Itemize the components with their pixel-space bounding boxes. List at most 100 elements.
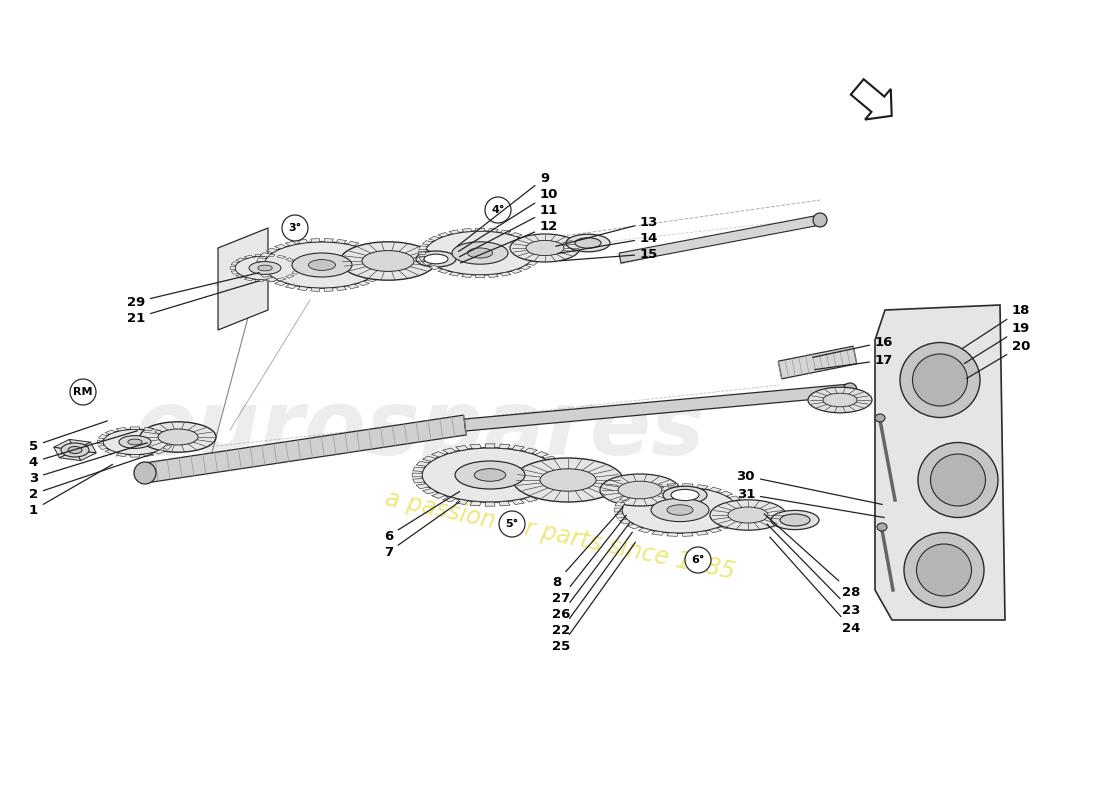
Polygon shape bbox=[627, 524, 640, 529]
Text: 12: 12 bbox=[461, 219, 558, 263]
Ellipse shape bbox=[918, 442, 998, 518]
Polygon shape bbox=[682, 533, 693, 536]
Polygon shape bbox=[231, 271, 239, 274]
Polygon shape bbox=[256, 263, 264, 266]
Polygon shape bbox=[97, 440, 103, 444]
Polygon shape bbox=[738, 508, 746, 512]
Polygon shape bbox=[104, 430, 116, 434]
Polygon shape bbox=[524, 497, 538, 502]
Ellipse shape bbox=[823, 393, 857, 406]
Polygon shape bbox=[267, 279, 275, 282]
Text: 28: 28 bbox=[764, 514, 860, 598]
Polygon shape bbox=[117, 427, 126, 431]
Ellipse shape bbox=[540, 469, 596, 491]
Polygon shape bbox=[449, 230, 460, 234]
Polygon shape bbox=[98, 446, 107, 450]
Polygon shape bbox=[455, 446, 468, 450]
Text: 23: 23 bbox=[767, 524, 860, 617]
Polygon shape bbox=[256, 258, 266, 262]
Text: eurospares: eurospares bbox=[134, 386, 705, 474]
Ellipse shape bbox=[728, 507, 768, 523]
Ellipse shape bbox=[904, 533, 984, 607]
Polygon shape bbox=[696, 531, 708, 535]
Polygon shape bbox=[710, 528, 722, 533]
Polygon shape bbox=[373, 253, 384, 257]
Text: 7: 7 bbox=[384, 502, 460, 558]
Polygon shape bbox=[528, 241, 538, 245]
Polygon shape bbox=[532, 256, 541, 260]
Ellipse shape bbox=[621, 486, 738, 533]
Polygon shape bbox=[710, 487, 722, 492]
Ellipse shape bbox=[808, 387, 872, 413]
Polygon shape bbox=[277, 255, 286, 258]
Circle shape bbox=[485, 197, 512, 223]
Ellipse shape bbox=[128, 439, 142, 445]
Polygon shape bbox=[524, 448, 538, 454]
Polygon shape bbox=[75, 442, 97, 453]
Polygon shape bbox=[255, 254, 263, 257]
Ellipse shape bbox=[513, 458, 623, 502]
Polygon shape bbox=[429, 266, 440, 270]
Polygon shape bbox=[442, 448, 455, 454]
Ellipse shape bbox=[468, 248, 493, 258]
Polygon shape bbox=[416, 484, 429, 489]
Text: 15: 15 bbox=[560, 247, 658, 261]
Polygon shape bbox=[412, 473, 422, 477]
Polygon shape bbox=[551, 484, 564, 489]
Polygon shape bbox=[218, 228, 268, 330]
Polygon shape bbox=[438, 233, 449, 237]
Polygon shape bbox=[470, 444, 481, 449]
Polygon shape bbox=[310, 288, 320, 291]
Polygon shape bbox=[512, 233, 522, 237]
Polygon shape bbox=[418, 251, 425, 255]
Ellipse shape bbox=[60, 443, 89, 457]
Polygon shape bbox=[416, 462, 429, 466]
Polygon shape bbox=[652, 485, 663, 489]
Polygon shape bbox=[358, 244, 370, 249]
Polygon shape bbox=[500, 230, 510, 234]
Polygon shape bbox=[310, 238, 320, 242]
Ellipse shape bbox=[618, 481, 662, 499]
Ellipse shape bbox=[158, 429, 198, 445]
Polygon shape bbox=[556, 478, 568, 483]
Ellipse shape bbox=[526, 240, 564, 256]
Polygon shape bbox=[130, 454, 140, 457]
Ellipse shape bbox=[510, 234, 580, 262]
Polygon shape bbox=[499, 444, 510, 449]
Polygon shape bbox=[285, 242, 297, 246]
Polygon shape bbox=[667, 484, 678, 487]
Polygon shape bbox=[297, 239, 308, 243]
Polygon shape bbox=[667, 533, 678, 536]
Ellipse shape bbox=[264, 242, 380, 288]
Polygon shape bbox=[255, 279, 263, 282]
Polygon shape bbox=[535, 251, 542, 255]
Ellipse shape bbox=[916, 544, 971, 596]
Ellipse shape bbox=[671, 490, 698, 501]
Polygon shape bbox=[512, 499, 525, 505]
Ellipse shape bbox=[425, 231, 535, 275]
Polygon shape bbox=[419, 256, 428, 260]
Polygon shape bbox=[535, 451, 549, 457]
Polygon shape bbox=[422, 261, 432, 266]
Polygon shape bbox=[285, 284, 297, 289]
Polygon shape bbox=[551, 462, 564, 466]
Polygon shape bbox=[652, 531, 663, 535]
Ellipse shape bbox=[780, 514, 810, 526]
Polygon shape bbox=[615, 514, 625, 518]
Ellipse shape bbox=[900, 342, 980, 418]
Text: 26: 26 bbox=[552, 523, 629, 621]
Polygon shape bbox=[488, 229, 498, 232]
Text: 18: 18 bbox=[962, 303, 1031, 349]
Ellipse shape bbox=[249, 262, 280, 274]
Polygon shape bbox=[143, 453, 154, 457]
Polygon shape bbox=[720, 491, 733, 496]
Polygon shape bbox=[735, 502, 745, 506]
Polygon shape bbox=[348, 284, 359, 289]
Text: 17: 17 bbox=[815, 354, 893, 370]
Text: 4°: 4° bbox=[492, 205, 505, 215]
Polygon shape bbox=[619, 519, 631, 524]
Polygon shape bbox=[422, 456, 436, 462]
Polygon shape bbox=[256, 268, 266, 272]
Polygon shape bbox=[462, 229, 472, 232]
Ellipse shape bbox=[566, 234, 610, 252]
